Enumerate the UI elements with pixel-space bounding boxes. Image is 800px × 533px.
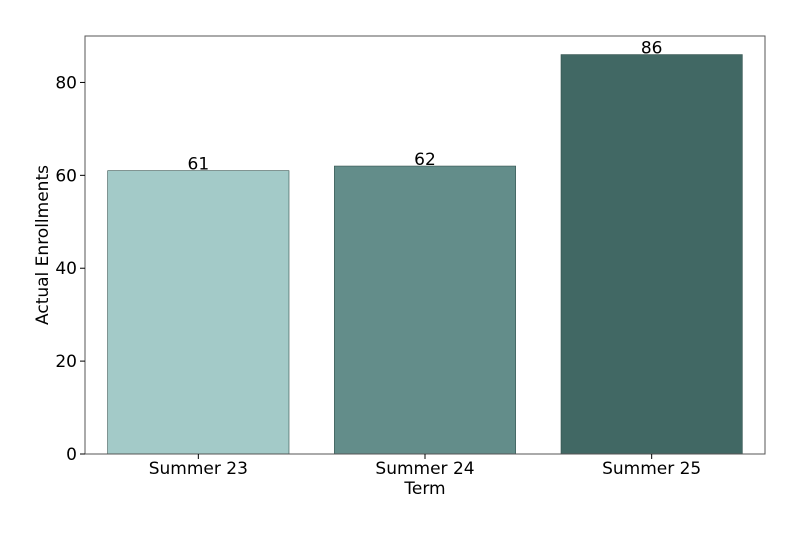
y-tick-label: 60	[55, 166, 77, 186]
y-axis-title: Actual Enrollments	[33, 165, 53, 325]
bar-value-label: 86	[641, 39, 663, 59]
data-labels-group: 61 62 86	[188, 39, 663, 175]
bar-summer-24	[334, 165, 516, 455]
y-axis: 0 20 40 60 80	[55, 73, 85, 465]
y-tick-label: 80	[55, 73, 77, 93]
bar-value-label: 62	[414, 150, 436, 170]
bar-value-label: 61	[188, 155, 210, 175]
bar-summer-23	[107, 170, 290, 455]
x-tick-label: Summer 23	[149, 459, 248, 479]
x-tick-label: Summer 24	[375, 459, 474, 479]
x-axis-title: Term	[403, 479, 445, 499]
bar-summer-25	[560, 54, 743, 455]
y-tick-label: 40	[55, 259, 77, 279]
bars-group	[107, 54, 743, 455]
y-tick-label: 20	[55, 352, 77, 372]
x-tick-label: Summer 25	[602, 459, 701, 479]
x-axis: Summer 23 Summer 24 Summer 25	[149, 454, 701, 479]
y-tick-label: 0	[66, 445, 77, 465]
